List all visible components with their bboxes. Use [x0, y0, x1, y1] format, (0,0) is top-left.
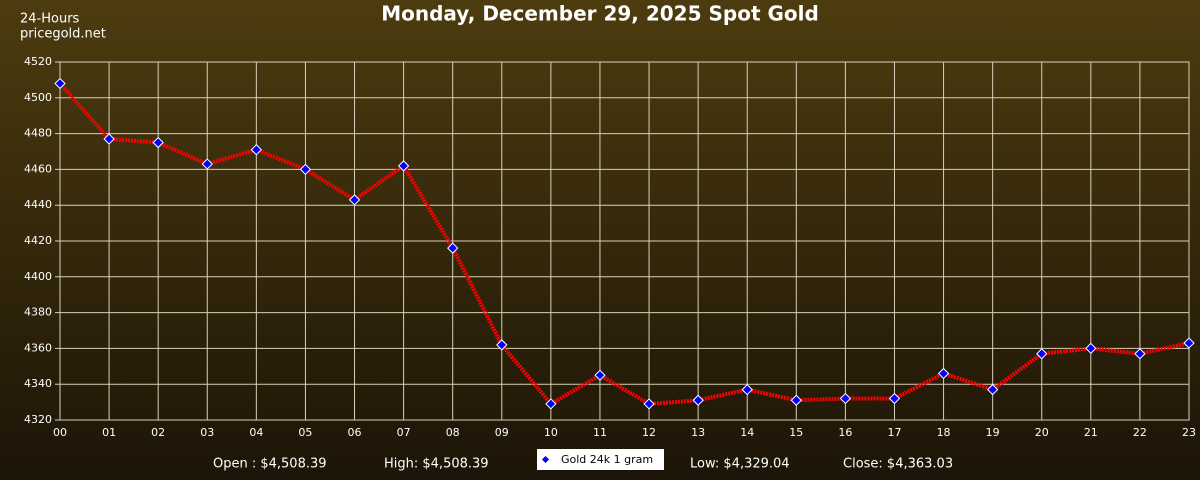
y-tick-label: 4440	[24, 198, 52, 211]
x-tick-label: 19	[986, 426, 1000, 439]
x-tick-label: 18	[937, 426, 951, 439]
y-tick-label: 4360	[24, 341, 52, 354]
x-tick-label: 06	[348, 426, 362, 439]
x-tick-label: 00	[53, 426, 67, 439]
data-point	[692, 394, 704, 406]
data-point	[447, 242, 459, 254]
y-tick-label: 4480	[24, 127, 52, 140]
data-point	[250, 144, 263, 156]
x-tick-label: 01	[102, 426, 116, 439]
data-point	[594, 369, 606, 381]
chart-title: Monday, December 29, 2025 Spot Gold	[381, 2, 819, 26]
x-tick-label: 20	[1035, 426, 1049, 439]
x-tick-label: 03	[200, 426, 214, 439]
data-point	[103, 133, 115, 145]
x-tick-label: 11	[593, 426, 607, 439]
x-tick-label: 21	[1084, 426, 1098, 439]
data-point	[1183, 337, 1195, 349]
stat: Low: $4,329.04	[690, 457, 790, 472]
y-tick-label: 4340	[24, 377, 52, 390]
x-tick-label: 10	[544, 426, 558, 439]
x-tick-label: 15	[789, 426, 803, 439]
x-tick-label: 12	[642, 426, 656, 439]
series-line	[58, 82, 1190, 407]
y-tick-label: 4520	[24, 55, 52, 68]
data-point	[643, 398, 655, 410]
x-tick-label: 09	[495, 426, 509, 439]
data-point	[348, 194, 361, 206]
stat: Close: $4,363.03	[843, 457, 953, 472]
y-tick-label: 4380	[24, 306, 52, 319]
x-tick-label: 07	[397, 426, 411, 439]
legend-marker	[541, 455, 550, 464]
x-tick-label: 17	[887, 426, 901, 439]
data-point	[54, 77, 66, 90]
stat: High: $4,508.39	[384, 457, 489, 472]
data-point	[397, 160, 410, 172]
x-tick-label: 04	[249, 426, 263, 439]
y-tick-label: 4500	[24, 91, 52, 104]
data-point	[201, 158, 213, 170]
stat: Open : $4,508.39	[213, 457, 327, 472]
data-point	[888, 392, 901, 405]
corner-text: 24-Hours	[20, 12, 80, 27]
x-tick-label: 05	[298, 426, 312, 439]
data-point	[545, 398, 557, 410]
x-tick-label: 23	[1182, 426, 1196, 439]
x-tick-label: 13	[691, 426, 705, 439]
data-point	[986, 383, 999, 396]
corner-text: pricegold.net	[20, 27, 106, 42]
data-point	[496, 339, 508, 351]
y-tick-label: 4320	[24, 413, 52, 426]
legend-box	[537, 449, 664, 470]
y-tick-label: 4420	[24, 234, 52, 247]
x-tick-label: 08	[446, 426, 460, 439]
data-point	[152, 136, 164, 149]
data-point	[937, 367, 950, 380]
y-tick-label: 4400	[24, 270, 52, 283]
data-point	[839, 392, 852, 405]
x-tick-label: 16	[838, 426, 852, 439]
data-point	[1085, 342, 1097, 355]
data-point	[1036, 348, 1048, 360]
x-tick-label: 22	[1133, 426, 1147, 439]
data-point	[1134, 348, 1146, 360]
y-tick-label: 4460	[24, 162, 52, 175]
data-point	[741, 383, 753, 396]
data-point	[790, 394, 802, 406]
data-point	[299, 163, 312, 176]
x-tick-label: 14	[740, 426, 754, 439]
legend-label: Gold 24k 1 gram	[561, 453, 653, 466]
x-tick-label: 02	[151, 426, 165, 439]
